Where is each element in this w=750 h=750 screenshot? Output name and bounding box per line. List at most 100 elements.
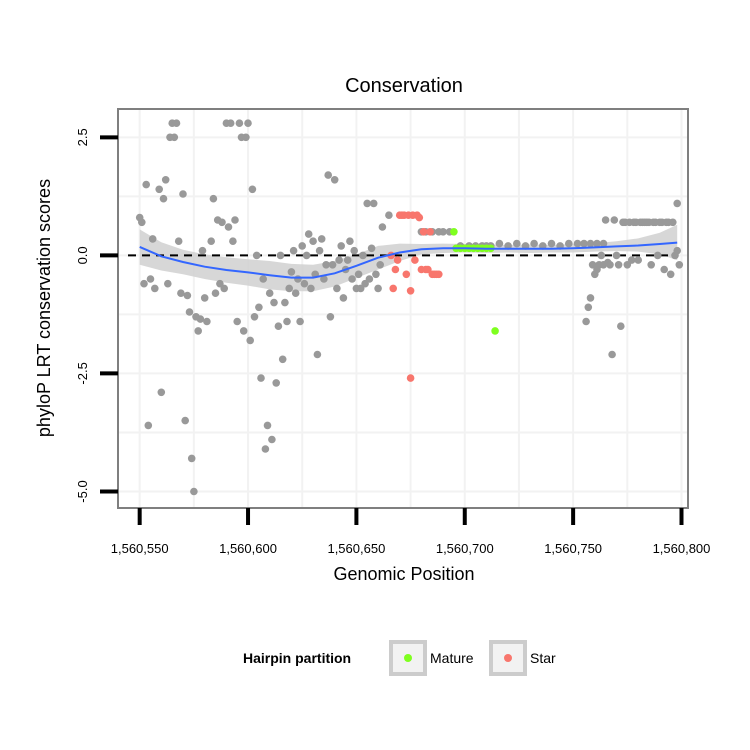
point-other (315, 246, 324, 255)
point-other (309, 237, 317, 245)
point-other (612, 251, 621, 260)
legend-dot-mature (404, 654, 412, 662)
point-other (322, 261, 330, 269)
point-other (348, 275, 356, 283)
point-other (200, 294, 209, 302)
legend-dot-star (504, 654, 512, 662)
point-other (586, 239, 595, 248)
point-other (278, 355, 287, 364)
point-star (435, 270, 443, 279)
point-other (220, 284, 228, 293)
point-other (599, 239, 608, 248)
point-other (272, 379, 281, 387)
point-other (157, 388, 166, 397)
point-other (196, 315, 205, 323)
legend-entry-star: Star (489, 640, 556, 676)
point-other (265, 289, 274, 298)
point-other (233, 317, 241, 326)
point-other (326, 313, 335, 321)
point-other (257, 374, 265, 382)
point-other (313, 350, 322, 359)
point-other (274, 322, 283, 331)
point-other (252, 251, 261, 260)
point-other (627, 256, 636, 264)
point-other (229, 237, 237, 245)
point-other (324, 171, 333, 179)
x-tick-label: 1,560,600 (219, 541, 277, 556)
point-other (320, 275, 328, 283)
point-other (259, 275, 268, 283)
point-other (140, 279, 148, 288)
point-other (224, 223, 233, 231)
point-other (565, 239, 573, 248)
point-other (610, 216, 619, 224)
point-other (372, 270, 380, 279)
point-other (287, 268, 296, 276)
point-other (151, 284, 159, 293)
point-other (302, 251, 311, 260)
x-tick-label: 1,560,700 (436, 541, 494, 556)
point-other (263, 421, 272, 430)
point-other (239, 327, 248, 335)
point-other (190, 487, 198, 496)
point-star (419, 228, 428, 236)
point-other (369, 199, 378, 208)
point-star (406, 374, 415, 382)
point-other (270, 298, 278, 307)
point-other (161, 176, 170, 184)
point-other (439, 228, 447, 236)
point-other (666, 270, 675, 279)
point-other (211, 289, 220, 298)
point-other (298, 242, 307, 250)
point-other (359, 251, 367, 260)
point-other (495, 239, 504, 248)
point-other (172, 119, 181, 127)
point-other (174, 237, 183, 245)
point-other (675, 261, 684, 269)
point-other (606, 261, 614, 269)
point-other (328, 261, 337, 269)
point-other (593, 239, 601, 248)
point-other (142, 180, 150, 189)
point-other (300, 279, 309, 288)
point-other (144, 421, 153, 430)
point-other (164, 279, 172, 288)
point-other (231, 216, 239, 224)
point-other (146, 275, 155, 283)
x-axis-label: Genomic Position (333, 564, 474, 584)
point-star (406, 287, 415, 295)
x-axis: 1,560,550 1,560,600 1,560,650 1,560,700 1,56… (111, 508, 710, 556)
point-other (339, 294, 348, 302)
point-other (179, 190, 187, 198)
point-other (597, 251, 606, 260)
confidence-band-layer (139, 224, 678, 292)
point-other (601, 216, 610, 224)
point-other (307, 284, 315, 293)
point-other (547, 239, 556, 248)
point-other (207, 237, 215, 245)
point-other (521, 242, 530, 250)
point-other (281, 298, 289, 307)
y-tick-label: -5.0 (75, 480, 90, 502)
point-other (203, 317, 211, 326)
y-axis-label: phyloP LRT conservation scores (34, 179, 54, 437)
point-other (669, 218, 677, 227)
point-other (367, 244, 376, 253)
y-axis: -5.0 -2.5 0.0 2.5 (75, 128, 118, 503)
y-tick-label: 0.0 (75, 246, 90, 264)
point-other (289, 246, 298, 255)
point-other (608, 350, 616, 359)
point-other (673, 199, 681, 208)
point-other (586, 294, 595, 302)
point-other (291, 289, 300, 298)
point-other (333, 284, 341, 293)
point-other (209, 194, 218, 203)
confidence-band (139, 224, 678, 292)
point-mature (450, 228, 458, 236)
point-star (426, 228, 434, 236)
point-other (159, 194, 168, 203)
point-other (187, 454, 196, 463)
chart-title: Conservation (345, 75, 463, 97)
point-other (294, 275, 302, 283)
